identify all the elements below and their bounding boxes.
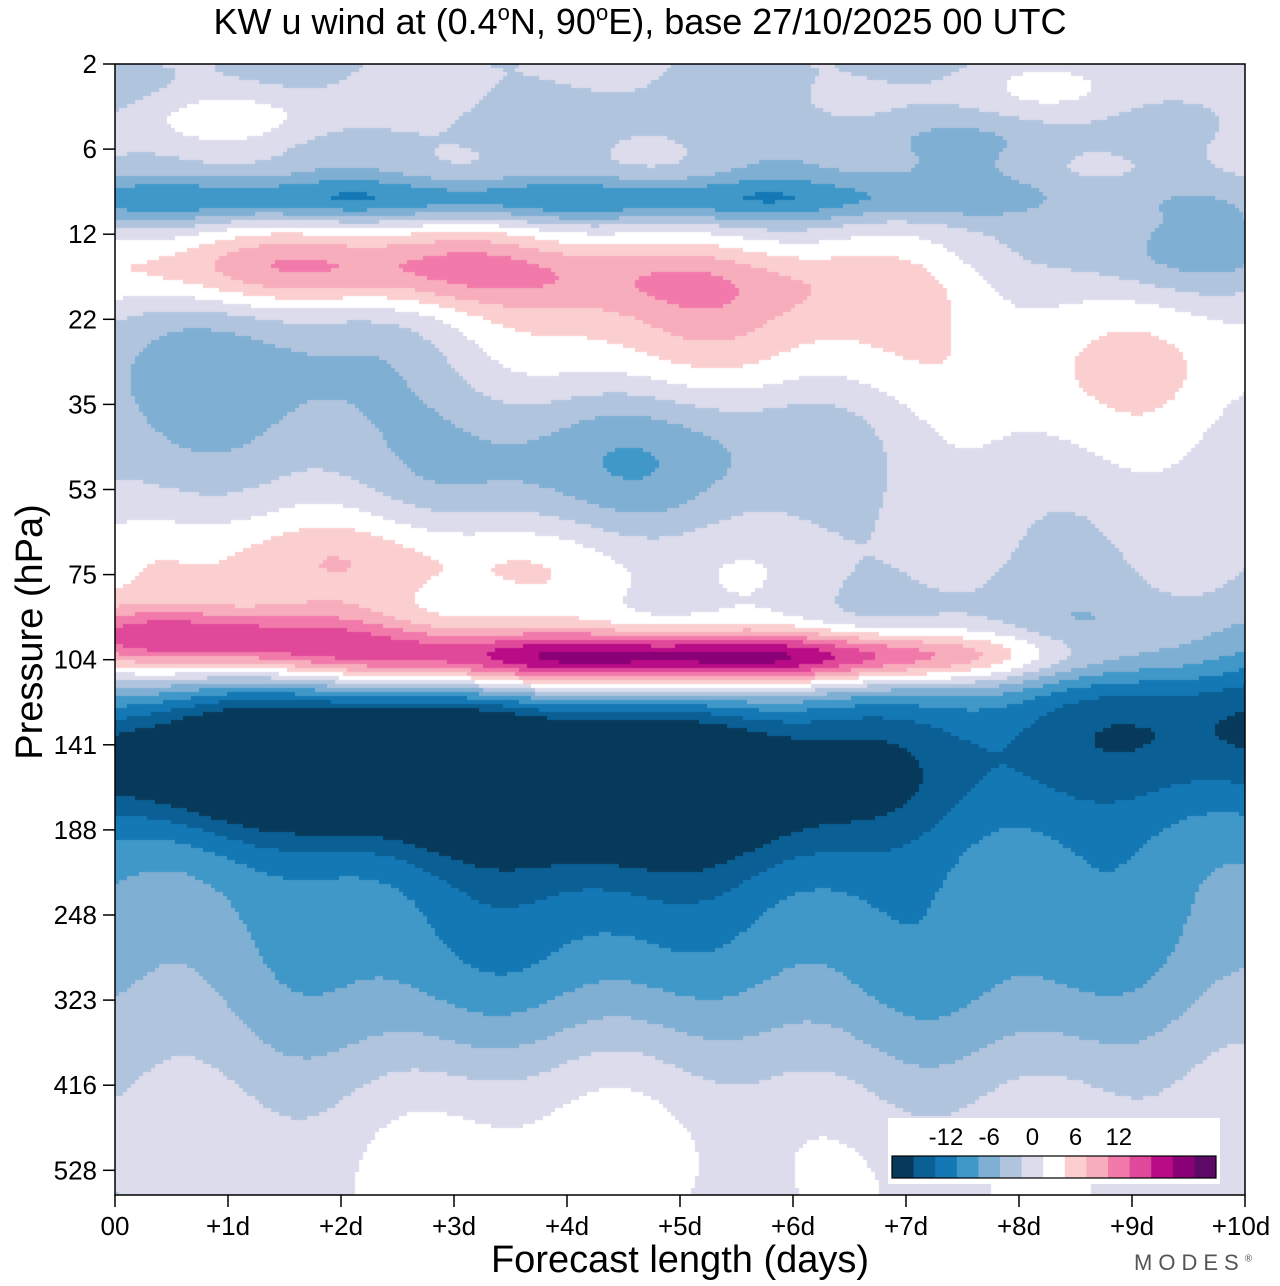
y-tick-label: 248 xyxy=(54,900,97,930)
y-tick-label: 75 xyxy=(68,560,97,590)
title-mid: N, 90 xyxy=(509,1,596,42)
colorbar-swatch xyxy=(978,1156,1001,1178)
x-tick-label: 00 xyxy=(101,1211,130,1241)
brand-name: MODES xyxy=(1134,1250,1245,1275)
title-prefix: KW u wind at (0.4 xyxy=(213,1,498,42)
colorbar-label: 0 xyxy=(1026,1124,1039,1151)
x-tick-label: +9d xyxy=(1110,1211,1154,1241)
y-tick-label: 323 xyxy=(54,985,97,1015)
colorbar-swatch xyxy=(935,1156,958,1178)
brand-logo: MODES® xyxy=(1134,1250,1252,1276)
y-tick-label: 35 xyxy=(68,389,97,419)
colorbar-label: -6 xyxy=(979,1124,1000,1151)
y-tick-label: 22 xyxy=(68,304,97,334)
brand-registered-mark: ® xyxy=(1244,1253,1253,1265)
y-tick-label: 188 xyxy=(54,815,97,845)
x-tick-label: +8d xyxy=(997,1211,1041,1241)
y-tick-label: 12 xyxy=(68,219,97,249)
y-tick-label: 2 xyxy=(83,49,97,79)
colorbar-label: 12 xyxy=(1105,1124,1132,1151)
colorbar-swatch xyxy=(1021,1156,1044,1178)
degree-mark-lat: o xyxy=(497,0,510,25)
colorbar-swatch xyxy=(892,1156,915,1178)
colorbar-swatch xyxy=(913,1156,936,1178)
x-tick-label: +2d xyxy=(319,1211,363,1241)
colorbar-swatch xyxy=(1000,1156,1023,1178)
colorbar-label: 6 xyxy=(1069,1124,1082,1151)
title-suffix: E), base 27/10/2025 00 UTC xyxy=(608,1,1067,42)
y-tick-label: 6 xyxy=(83,134,97,164)
colorbar-swatch xyxy=(1151,1156,1174,1178)
x-tick-label: +4d xyxy=(545,1211,589,1241)
x-tick-label: +5d xyxy=(658,1211,702,1241)
x-tick-label: +6d xyxy=(771,1211,815,1241)
colorbar-swatch xyxy=(1086,1156,1109,1178)
x-axis-label: Forecast length (days) xyxy=(490,1239,870,1281)
x-tick-label: +10d xyxy=(1212,1211,1271,1241)
colorbar-swatch xyxy=(956,1156,979,1178)
colorbar-label: -12 xyxy=(929,1124,964,1151)
colorbar-swatch xyxy=(1064,1156,1087,1178)
y-tick-label: 53 xyxy=(68,475,97,505)
chart-title: KW u wind at (0.4oN, 90oE), base 27/10/2… xyxy=(0,2,1280,42)
x-tick-label: +3d xyxy=(432,1211,476,1241)
x-tick-label: +7d xyxy=(884,1211,928,1241)
colorbar-frame xyxy=(891,1155,1217,1179)
degree-mark-lon: o xyxy=(595,0,609,25)
y-tick-label: 528 xyxy=(54,1155,97,1185)
x-tick-label: +1d xyxy=(206,1211,250,1241)
colorbar-swatch xyxy=(1129,1156,1152,1178)
contour-field xyxy=(115,64,1245,1195)
y-tick-label: 141 xyxy=(54,730,97,760)
colorbar-swatch xyxy=(1172,1156,1195,1178)
y-tick-label: 104 xyxy=(54,645,97,675)
colorbar-swatch xyxy=(1108,1156,1131,1178)
y-tick-label: 416 xyxy=(54,1070,97,1100)
colorbar-swatch xyxy=(1194,1156,1217,1178)
y-axis-label: Pressure (hPa) xyxy=(9,504,51,760)
colorbar-swatch xyxy=(1043,1156,1066,1178)
